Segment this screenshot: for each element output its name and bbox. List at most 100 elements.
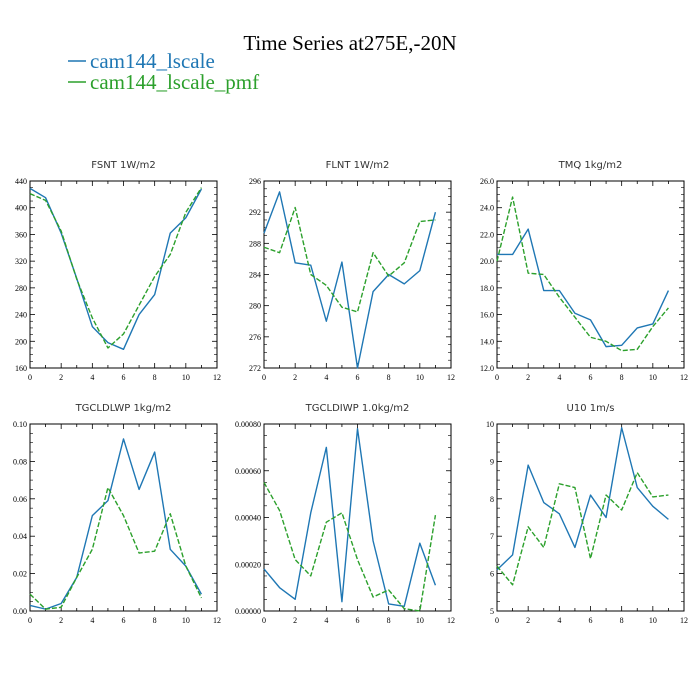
panel-0-ytick-label: 240	[15, 311, 27, 320]
panel-1-xtick-label: 4	[324, 373, 328, 382]
panel-2-ytick-label: 14.0	[480, 337, 494, 346]
panel-5-ytick-label: 6	[490, 570, 494, 579]
panel-4-xtick-label: 12	[447, 616, 455, 625]
panel-1-ytick-label: 280	[249, 302, 261, 311]
panel-2-xtick-label: 12	[680, 373, 688, 382]
panel-0-xtick-label: 8	[153, 373, 157, 382]
panel-0-ytick-label: 280	[15, 284, 27, 293]
panel-1-ytick-label: 288	[249, 239, 261, 248]
panel-1-series-0	[263, 191, 437, 369]
panel-4: TGCLDIWP 1.0kg/m2 0 2 4 6 8 10 12 0.00000 0.00020…	[235, 403, 455, 625]
panel-0-ytick-label: 440	[15, 177, 27, 186]
panel-5-ytick-label: 9	[490, 457, 494, 466]
panel-0-xtick-label: 6	[122, 373, 126, 382]
panel-4-ytick-label: 0.00040	[235, 514, 261, 523]
legend: cam144_lscale cam144_lscale_pmf	[68, 49, 259, 94]
panel-2-xtick-label: 8	[620, 373, 624, 382]
panel-4-ytick-label: 0.00080	[235, 420, 261, 429]
panel-3-xtick-label: 0	[28, 616, 32, 625]
panel-1-xtick-label: 12	[447, 373, 455, 382]
panel-3-ytick-label: 0.06	[13, 495, 27, 504]
panel-5-ytick-label: 5	[490, 607, 494, 616]
panel-2-ytick-label: 18.0	[480, 284, 494, 293]
panel-0-ytick-label: 320	[15, 257, 27, 266]
legend-label-1: cam144_lscale_pmf	[90, 70, 259, 94]
panel-2-title: TMQ 1kg/m2	[558, 160, 623, 171]
panel-4-xtick-label: 0	[262, 616, 266, 625]
panel-3-ytick-label: 0.02	[13, 570, 27, 579]
panel-0-ytick-label: 160	[15, 364, 27, 373]
panel-1-ytick-label: 292	[249, 208, 261, 217]
panel-4-series-1	[263, 482, 437, 612]
panel-2-frame	[496, 180, 685, 369]
panel-5-frame	[496, 423, 685, 612]
panel-2-xtick-label: 2	[526, 373, 530, 382]
panel-3-series-1	[29, 486, 203, 610]
panel-1-ytick-label: 284	[249, 271, 261, 280]
panel-0-xtick-label: 4	[90, 373, 94, 382]
panel-2-ytick-label: 22.0	[480, 230, 494, 239]
panel-5-xtick-label: 12	[680, 616, 688, 625]
panel-0-ytick-label: 400	[15, 204, 27, 213]
panel-5-xtick-label: 8	[620, 616, 624, 625]
panel-3-xtick-label: 4	[90, 616, 94, 625]
panels: FSNT 1W/m20 2 4 6 8 10 12160200240280320360400…	[13, 160, 688, 625]
panel-4-xtick-label: 6	[356, 616, 360, 625]
panel-3: TGCLDLWP 1kg/m2 0 2 4 6 8 10 12 0.00 0.02 0.04 0.06…	[13, 403, 221, 625]
panel-2-xtick-label: 10	[649, 373, 657, 382]
panel-2-xtick-label: 0	[495, 373, 499, 382]
panel-0-frame	[29, 180, 218, 369]
panel-4-ytick-label: 0.00000	[235, 607, 261, 616]
panel-2-xtick-label: 4	[557, 373, 561, 382]
panel-1-title: FLNT 1W/m2	[326, 160, 390, 171]
panel-4-xtick-label: 10	[416, 616, 424, 625]
panel-4-xtick-label: 8	[387, 616, 391, 625]
panel-0-xtick-label: 12	[213, 373, 221, 382]
panel-4-xtick-label: 2	[293, 616, 297, 625]
panel-1-ytick-label: 276	[249, 333, 261, 342]
panel-0-xtick-label: 2	[59, 373, 63, 382]
panel-2-xtick-label: 6	[589, 373, 593, 382]
panel-3-series-0	[29, 438, 203, 610]
panel-3-xtick-label: 8	[153, 616, 157, 625]
panel-3-xtick-label: 6	[122, 616, 126, 625]
panel-4-ytick-label: 0.00020	[235, 560, 261, 569]
panel-1-ytick-label: 296	[249, 177, 261, 186]
panel-3-title: TGCLDLWP 1kg/m2	[75, 403, 172, 414]
panel-2-ytick-label: 16.0	[480, 311, 494, 320]
panel-2-ytick-label: 12.0	[480, 364, 494, 373]
panel-1-xtick-label: 8	[387, 373, 391, 382]
panel-0-xtick-label: 0	[28, 373, 32, 382]
panel-2-series-0	[497, 228, 670, 348]
panel-5-xtick-label: 6	[589, 616, 593, 625]
panel-4-title: TGCLDIWP 1.0kg/m2	[305, 403, 410, 414]
panel-1-series-1	[263, 206, 436, 313]
panel-0-ytick-label: 200	[15, 337, 27, 346]
panel-2-series-1	[496, 196, 669, 352]
panel-1-xtick-label: 0	[262, 373, 266, 382]
panel-5-ytick-label: 7	[490, 532, 494, 541]
panel-3-xtick-label: 10	[182, 616, 190, 625]
panel-3-ytick-label: 0.00	[13, 607, 27, 616]
panel-1-xtick-label: 6	[356, 373, 360, 382]
panel-5-xtick-label: 2	[526, 616, 530, 625]
panel-1-xtick-label: 10	[416, 373, 424, 382]
panel-2-ytick-label: 26.0	[480, 177, 494, 186]
panel-2-ytick-label: 24.0	[480, 204, 494, 213]
panel-3-ytick-label: 0.10	[13, 420, 27, 429]
panel-2: TMQ 1kg/m2 0 2 4 6 8 10 12 12.0 14.0 16.0 18.0 20.0 2…	[480, 160, 688, 382]
panel-5-ytick-label: 10	[486, 420, 494, 429]
panel-0-series-0	[29, 187, 203, 350]
panel-3-frame	[29, 423, 218, 612]
panel-0: FSNT 1W/m2 0 2 4 6 8 10 12 160 200 240 280 320 360 400…	[15, 160, 221, 382]
panel-5-xtick-label: 10	[649, 616, 657, 625]
panel-0-title: FSNT 1W/m2	[91, 160, 155, 171]
panel-4-frame	[263, 423, 452, 612]
panel-3-xtick-label: 2	[59, 616, 63, 625]
panel-5-xtick-label: 4	[557, 616, 561, 625]
panel-1-ytick-label: 272	[249, 364, 261, 373]
legend-label-0: cam144_lscale	[90, 49, 215, 73]
panel-0-ytick-label: 360	[15, 230, 27, 239]
figure-title: Time Series at275E,-20N	[243, 31, 456, 55]
